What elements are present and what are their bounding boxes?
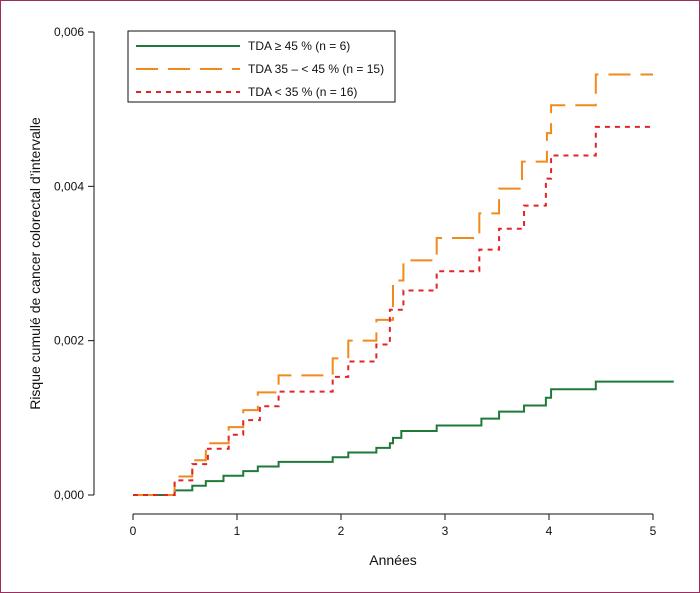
legend-entries: TDA ≥ 45 % (n = 6) TDA 35 – < 45 % (n = 1… [136,39,384,99]
series-lines [133,73,674,496]
legend: TDA ≥ 45 % (n = 6) TDA 35 – < 45 % (n = 1… [127,30,396,103]
legend-label: TDA ≥ 45 % (n = 6) [248,39,350,53]
y-tick-label: 0,006 [54,25,84,39]
x-tick-label: 4 [546,524,553,538]
series-line-2 [133,73,653,496]
y-ticks: 0,000 0,002 0,004 0,006 [54,25,94,502]
x-tick-label: 1 [234,524,241,538]
legend-box [127,30,396,103]
y-tick-label: 0,004 [54,179,84,193]
legend-label: TDA 35 – < 45 % (n = 15) [248,62,384,76]
series-line-1 [133,380,674,496]
x-tick-label: 2 [338,524,345,538]
plot-area: 0 1 2 3 4 5 0,000 0,002 0,004 0,006 [54,25,674,538]
y-tick-label: 0,002 [54,334,84,348]
x-axis-label: Années [369,552,416,568]
x-tick-label: 3 [442,524,449,538]
y-tick-label: 0,000 [54,488,84,502]
x-ticks: 0 1 2 3 4 5 [130,514,657,538]
y-axis-label: Risque cumulé de cancer colorectal d’int… [27,117,43,410]
x-tick-label: 0 [130,524,137,538]
x-tick-label: 5 [650,524,657,538]
series-line-3 [133,125,653,496]
legend-label: TDA < 35 % (n = 16) [248,85,357,99]
